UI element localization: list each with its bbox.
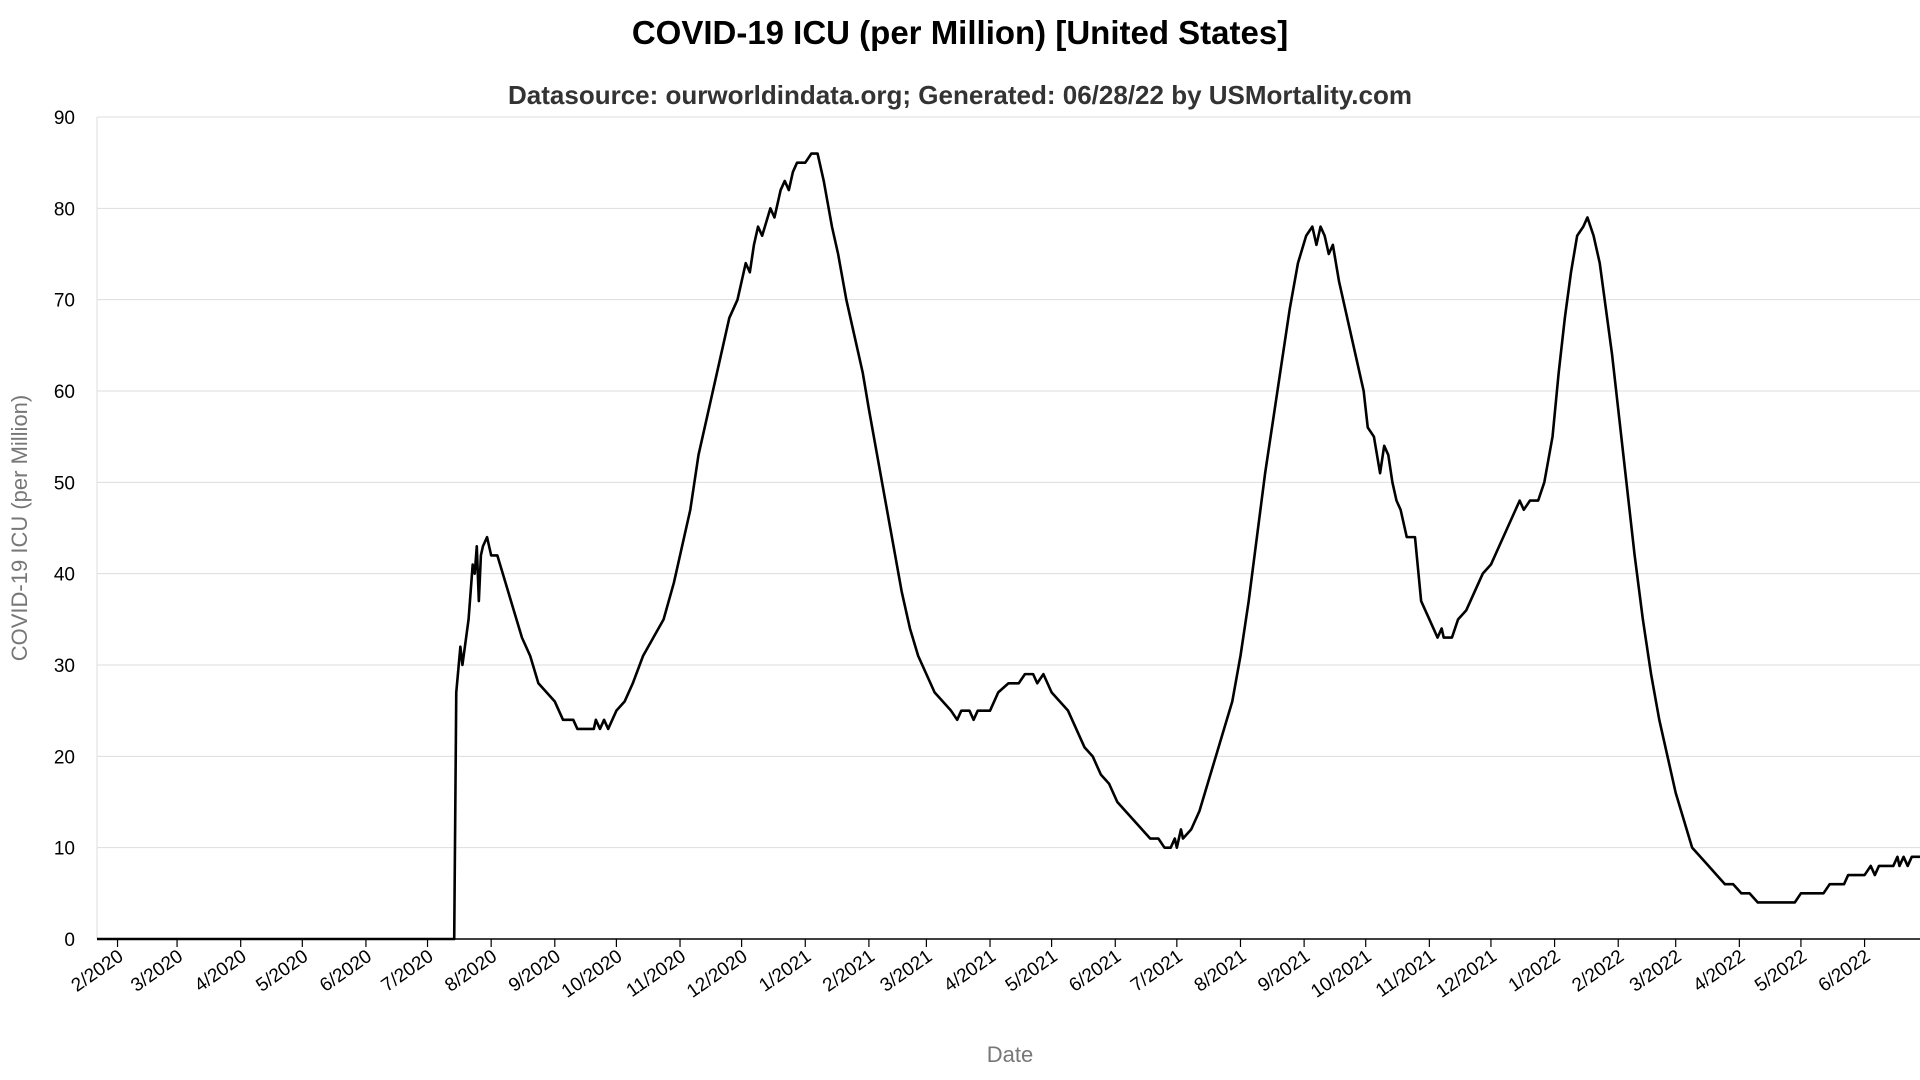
y-tick-label: 0 — [64, 930, 75, 951]
series-line-icu — [97, 152, 1920, 941]
y-tick-label: 60 — [54, 382, 75, 403]
x-tick-label: 6/2021 — [1065, 946, 1125, 997]
x-tick-label: 1/2022 — [1505, 946, 1565, 997]
y-tick-label: 30 — [54, 656, 75, 677]
y-axis-title: COVID-19 ICU (per Million) — [7, 395, 32, 662]
x-tick-label: 11/2020 — [623, 946, 690, 1002]
x-tick-label: 3/2022 — [1626, 946, 1686, 997]
x-tick-label: 7/2020 — [378, 946, 438, 997]
x-tick-label: 5/2022 — [1751, 946, 1811, 997]
x-tick-label: 10/2021 — [1307, 946, 1375, 1003]
x-tick-label: 3/2020 — [127, 946, 187, 997]
x-tick-label: 11/2021 — [1372, 946, 1439, 1002]
x-tick-label: 1/2021 — [755, 946, 815, 997]
x-tick-label: 3/2021 — [877, 946, 937, 997]
x-tick-label: 2/2021 — [819, 946, 879, 997]
x-tick-label: 12/2021 — [1432, 946, 1500, 1003]
chart-subtitle: Datasource: ourworldindata.org; Generate… — [508, 80, 1412, 110]
grid-lines — [96, 116, 1920, 940]
chart-title: COVID-19 ICU (per Million) [United State… — [631, 14, 1289, 51]
y-tick-label: 70 — [54, 291, 75, 312]
y-tick-label: 10 — [54, 839, 75, 860]
y-axis-ticks: 0 10 20 30 40 50 60 70 80 90 — [54, 108, 75, 951]
x-tick-label: 10/2020 — [558, 946, 626, 1003]
x-tick-label: 12/2020 — [683, 946, 751, 1003]
x-tick-label: 4/2021 — [940, 946, 1000, 997]
y-tick-label: 50 — [54, 473, 75, 494]
x-tick-label: 4/2022 — [1690, 946, 1750, 997]
x-tick-label: 6/2022 — [1815, 946, 1875, 997]
y-tick-label: 20 — [54, 747, 75, 768]
x-tick-label: 8/2020 — [441, 946, 501, 997]
x-tick-label: 5/2020 — [253, 946, 313, 997]
x-tick-label: 2/2020 — [68, 946, 128, 997]
y-tick-label: 90 — [54, 108, 75, 129]
x-tick-label: 8/2021 — [1191, 946, 1251, 997]
x-tick-label: 5/2021 — [1002, 946, 1062, 997]
x-tick-label: 6/2020 — [316, 946, 376, 997]
x-axis-ticks: 2/2020 3/2020 4/2020 5/2020 6/2020 7/2020 8/20… — [68, 939, 1875, 1003]
y-tick-label: 80 — [54, 199, 75, 220]
x-tick-label: 7/2021 — [1127, 946, 1187, 997]
y-tick-label: 40 — [54, 565, 75, 586]
x-tick-label: 9/2020 — [505, 946, 565, 997]
x-tick-label: 4/2020 — [191, 946, 251, 997]
x-tick-label: 9/2021 — [1254, 946, 1314, 997]
x-axis-title: Date — [987, 1042, 1033, 1067]
x-tick-label: 2/2022 — [1568, 946, 1628, 997]
